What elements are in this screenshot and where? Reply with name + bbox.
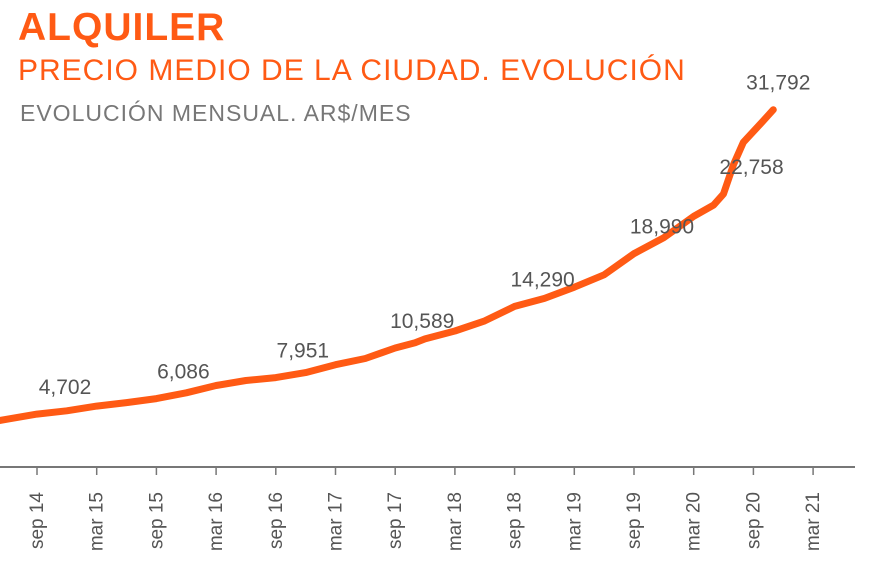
- x-tick-label: sep 15: [146, 492, 167, 549]
- data-label: 10,589: [390, 310, 454, 333]
- series-line: [0, 106, 777, 424]
- x-tick-label: sep 16: [266, 492, 287, 549]
- x-tick-label: sep 19: [624, 492, 645, 549]
- x-tick-label: mar 18: [445, 492, 466, 551]
- x-tick-label: sep 18: [505, 492, 526, 549]
- data-label: 22,758: [719, 156, 783, 179]
- x-tick-label: mar 16: [206, 492, 227, 551]
- chart-subtitle: PRECIO MEDIO DE LA CIUDAD. EVOLUCIÓN: [18, 54, 686, 87]
- x-tick-label: mar 20: [684, 492, 705, 551]
- data-label: 14,290: [510, 268, 574, 291]
- data-label: 18,990: [630, 216, 694, 239]
- chart-title: ALQUILER: [18, 6, 226, 49]
- x-tick-label: mar 19: [564, 492, 585, 551]
- x-tick-label: mar 15: [87, 492, 108, 551]
- x-tick-label: sep 17: [385, 492, 406, 549]
- data-label: 6,086: [157, 361, 210, 384]
- x-tick-label: mar 21: [803, 492, 824, 551]
- x-tick-label: mar 17: [326, 492, 347, 551]
- unit-label: EVOLUCIÓN MENSUAL. AR$/MES: [20, 100, 412, 126]
- data-label: 7,951: [277, 340, 330, 363]
- x-tick-label: sep 20: [743, 492, 764, 549]
- x-tick-label: sep 14: [27, 492, 48, 549]
- data-label: 31,792: [746, 72, 810, 95]
- data-label: 4,702: [39, 376, 92, 399]
